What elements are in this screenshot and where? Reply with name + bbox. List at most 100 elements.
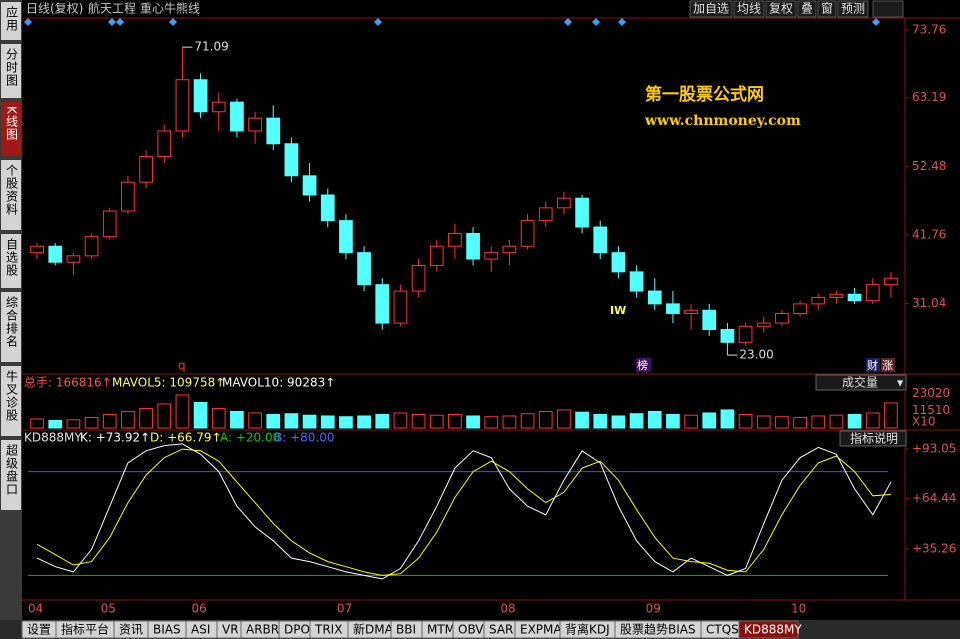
sidebar-tab[interactable]	[1, 2, 21, 40]
volume-bar	[720, 409, 735, 429]
sidebar-tab[interactable]	[1, 234, 21, 288]
toolbar-button[interactable]	[837, 0, 869, 18]
volume-bar	[48, 419, 63, 429]
marker-zhang: 涨	[882, 359, 893, 372]
volume-bar	[593, 413, 608, 429]
candle-body	[811, 296, 826, 305]
candle-body	[884, 277, 898, 286]
indicator-select[interactable]	[815, 374, 907, 391]
watermark-url: www.chnmoney.com	[644, 113, 801, 129]
candle-body	[775, 312, 789, 324]
sidebar-tab[interactable]	[1, 102, 21, 156]
x-tick-label: 07	[337, 602, 352, 616]
indicator-name: 重心牛熊线	[140, 1, 200, 16]
candle-body	[666, 303, 680, 314]
candle-body	[284, 143, 299, 177]
candle-body	[448, 232, 462, 247]
volume-bar	[248, 412, 262, 429]
candle-body	[629, 271, 644, 292]
toolbar-button[interactable]	[817, 0, 837, 18]
toolbar-button[interactable]	[797, 0, 817, 18]
sidebar-tab-label[interactable]: 超级盘口	[5, 443, 19, 496]
help-label[interactable]: 指标说明	[850, 431, 898, 446]
sidebar-tab-label[interactable]: 自选股	[5, 238, 19, 277]
tab[interactable]	[738, 620, 799, 639]
x-tick-label: 06	[192, 602, 207, 616]
candle-body	[829, 293, 844, 298]
candle-body	[211, 101, 226, 113]
toolbar-button[interactable]	[765, 0, 797, 18]
sidebar-tab-label[interactable]: 个股资料	[5, 164, 19, 216]
sidebar-tab-label[interactable]: K线图	[5, 106, 19, 141]
volume-bar	[557, 409, 571, 429]
tab-label[interactable]: SAR	[489, 623, 513, 637]
tab-label[interactable]: BIAS	[153, 623, 181, 637]
mavol10: MAVOL10: 90283↑	[222, 376, 335, 390]
volume-bar	[339, 416, 353, 429]
volume-bar	[84, 416, 99, 429]
tab-label[interactable]: 设置	[27, 623, 51, 637]
tab-label[interactable]: 股票趋势BIAS	[620, 623, 696, 637]
candle-body	[429, 245, 444, 266]
sidebar-tab-label[interactable]: 分时图	[5, 48, 19, 87]
toolbar-button-label[interactable]: 叠	[801, 2, 813, 16]
tab-label[interactable]: DPO	[284, 623, 310, 637]
tab-label[interactable]: EXPMA	[520, 623, 562, 637]
sidebar-tab-label[interactable]: 牛叉诊股	[5, 369, 19, 422]
candle-body	[175, 79, 190, 132]
volume-bar	[865, 412, 880, 429]
tab-label[interactable]: ASI	[191, 623, 210, 637]
toolbar-button-label[interactable]: 预测	[841, 2, 865, 16]
y-tick-label: 23020	[912, 386, 950, 400]
toolbar-button-label[interactable]: 加自选	[693, 2, 729, 16]
tab-label[interactable]: 新DMA	[353, 622, 394, 637]
tab-label[interactable]: KD888MY	[744, 623, 802, 637]
y-tick-label: 63.19	[912, 90, 946, 104]
volume-bar	[811, 415, 826, 429]
candle-body	[720, 328, 735, 343]
volume-bar	[538, 410, 553, 429]
kd-a: A: +20.00	[220, 431, 280, 445]
candle-body	[847, 293, 862, 302]
tab-label[interactable]: 资讯	[119, 623, 143, 637]
toolbar-button-label[interactable]: 均线	[737, 2, 761, 16]
volume-bar	[211, 407, 226, 429]
help-button[interactable]	[839, 430, 907, 447]
tab-label[interactable]: 指标平台	[61, 622, 109, 637]
sidebar-tab[interactable]	[1, 160, 21, 230]
sidebar-tab[interactable]	[1, 440, 21, 510]
tab-label[interactable]: TRIX	[314, 623, 342, 637]
toolbar-button[interactable]	[733, 0, 765, 18]
x-tick-label: 10	[791, 602, 806, 616]
volume-bar	[666, 413, 680, 429]
volume-bar	[429, 414, 444, 429]
volume-total: 总手: 166816↑	[24, 376, 112, 390]
toolbar-button-label[interactable]: 复权	[769, 2, 793, 16]
tab-label[interactable]: 背离KDJ	[565, 622, 610, 637]
y-tick-label: 11510	[912, 403, 950, 417]
indicator-select-label[interactable]: 成交量	[842, 375, 878, 390]
sidebar-tab[interactable]	[1, 366, 21, 436]
candle-body	[320, 194, 335, 222]
toolbar-button[interactable]	[689, 0, 733, 18]
marker-q: q	[178, 359, 186, 373]
tab-label[interactable]: BBI	[396, 623, 416, 637]
tab-label[interactable]: VR	[222, 623, 239, 637]
volume-bar	[284, 413, 299, 429]
sidebar-tab-label[interactable]: 应用	[5, 5, 19, 32]
tab-label[interactable]: OBV	[458, 623, 484, 637]
tab-label[interactable]: MTM	[427, 623, 455, 637]
toolbar-button-label[interactable]: 窗	[821, 2, 833, 16]
volume-bar	[448, 413, 462, 429]
dropdown-arrow[interactable]: ▼	[897, 379, 904, 388]
volume-bar	[829, 414, 844, 429]
sidebar-tab[interactable]	[1, 292, 21, 362]
sidebar-tab-label[interactable]: 综合排名	[5, 296, 19, 348]
tab-label[interactable]: CTQS	[706, 623, 739, 637]
marker-box	[866, 358, 880, 372]
sidebar-tab[interactable]	[1, 44, 21, 98]
window-button[interactable]	[872, 0, 904, 18]
tab-label[interactable]: ARBR	[246, 623, 279, 637]
